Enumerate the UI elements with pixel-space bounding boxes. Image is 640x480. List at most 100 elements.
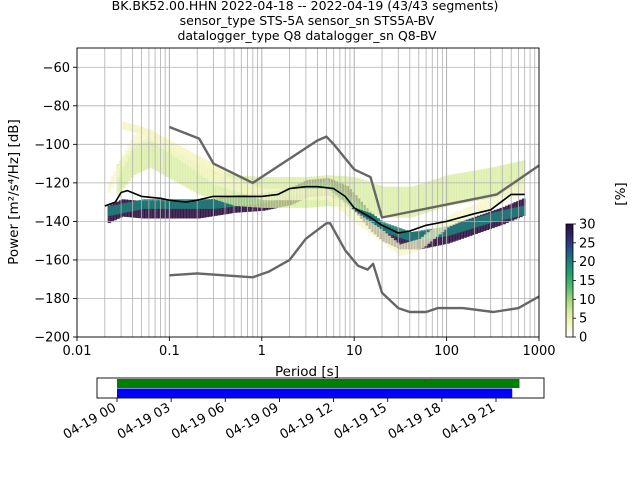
density-cell bbox=[337, 197, 341, 210]
density-cell bbox=[174, 201, 179, 219]
density-cell bbox=[332, 175, 337, 207]
density-cell bbox=[363, 180, 367, 211]
x-tick-label: 100 bbox=[434, 344, 459, 359]
density-cell bbox=[478, 169, 482, 201]
density-cell bbox=[423, 182, 427, 214]
density-cell bbox=[429, 229, 434, 242]
density-cell bbox=[219, 175, 224, 187]
density-cell bbox=[199, 199, 204, 209]
density-cell bbox=[510, 187, 515, 199]
density-cell bbox=[463, 208, 467, 220]
density-cell bbox=[107, 206, 112, 216]
density-cell bbox=[197, 161, 201, 174]
density-cell bbox=[401, 229, 406, 239]
density-cell bbox=[208, 169, 212, 182]
density-cell bbox=[183, 201, 187, 219]
density-cell bbox=[407, 231, 411, 241]
density-cell bbox=[345, 204, 350, 217]
density-cell bbox=[421, 230, 425, 240]
density-cell bbox=[127, 144, 131, 157]
density-cell bbox=[500, 165, 504, 197]
density-cell bbox=[149, 199, 154, 209]
density-cell bbox=[211, 199, 215, 209]
density-cell bbox=[177, 199, 182, 209]
density-cell bbox=[390, 237, 394, 250]
chart-title: BK.BK52.00.HHN 2022-04-18 -- 2022-04-19 … bbox=[112, 0, 499, 43]
density-cell bbox=[467, 171, 471, 203]
noise-model-high bbox=[168, 125, 540, 219]
density-cell bbox=[349, 176, 353, 208]
density-cell bbox=[432, 227, 436, 240]
density-cell bbox=[169, 201, 173, 219]
density-cell bbox=[510, 162, 515, 194]
density-cell bbox=[475, 170, 479, 201]
density-cell bbox=[116, 164, 121, 195]
density-cell bbox=[468, 205, 473, 218]
density-cell bbox=[367, 221, 372, 233]
density-cell bbox=[479, 216, 484, 226]
density-cell bbox=[165, 146, 170, 177]
density-cell bbox=[395, 230, 400, 249]
density-cell bbox=[233, 179, 238, 192]
density-cell bbox=[507, 188, 512, 201]
density-cell bbox=[393, 240, 397, 252]
density-cell bbox=[449, 225, 453, 236]
density-cell bbox=[171, 199, 176, 209]
density-cell bbox=[281, 188, 285, 201]
density-cell bbox=[521, 205, 526, 216]
density-cell bbox=[197, 199, 201, 209]
x-tick-label: 0.1 bbox=[159, 344, 180, 359]
density-cell bbox=[471, 218, 476, 229]
density-cell bbox=[124, 154, 129, 185]
density-cell bbox=[118, 160, 123, 173]
density-cell bbox=[121, 157, 126, 189]
density-cell bbox=[230, 178, 235, 191]
density-cell bbox=[454, 223, 459, 234]
colorbar-tick-label: 20 bbox=[579, 255, 596, 270]
density-cell bbox=[387, 226, 392, 245]
density-cell bbox=[390, 186, 394, 218]
density-cell bbox=[499, 210, 504, 221]
density-cell bbox=[132, 144, 137, 176]
density-cell bbox=[168, 147, 173, 179]
density-cell bbox=[502, 210, 506, 220]
density-cell bbox=[135, 133, 140, 146]
density-cell bbox=[401, 231, 406, 250]
density-cell bbox=[485, 198, 490, 211]
density-cell bbox=[494, 166, 499, 198]
density-cell bbox=[513, 207, 518, 218]
density-cell bbox=[190, 159, 195, 191]
density-cell bbox=[180, 199, 184, 209]
density-cell bbox=[146, 137, 151, 169]
density-cell bbox=[113, 171, 117, 183]
plot-area: 0.01 0.1 1 10 100 1000 −60 −80 −100 −120 −140 −160 −… bbox=[34, 47, 556, 359]
density-cell bbox=[412, 240, 417, 253]
density-cell bbox=[341, 176, 345, 208]
density-cell bbox=[157, 141, 162, 173]
density-cell bbox=[401, 243, 406, 256]
density-cell bbox=[141, 131, 145, 144]
density-cell bbox=[174, 199, 179, 209]
density-cell bbox=[149, 201, 154, 219]
colorbar-tick-label: 10 bbox=[579, 293, 596, 308]
density-cell bbox=[141, 199, 145, 209]
y-tick-label: −60 bbox=[43, 61, 70, 76]
density-cell bbox=[479, 201, 484, 213]
density-cell bbox=[155, 199, 159, 209]
density-cell bbox=[138, 199, 143, 210]
density-cell bbox=[510, 208, 515, 218]
density-cell bbox=[401, 186, 405, 218]
density-cell bbox=[409, 186, 414, 218]
density-cell bbox=[465, 220, 470, 230]
density-cell bbox=[463, 221, 467, 231]
availability-tick-label: 04-19 15 bbox=[332, 400, 390, 442]
density-cell bbox=[464, 172, 468, 203]
density-cell bbox=[188, 199, 193, 209]
density-cell bbox=[185, 199, 190, 209]
density-cell bbox=[456, 173, 460, 205]
density-cell bbox=[418, 230, 422, 241]
density-cell bbox=[292, 188, 296, 201]
density-cell bbox=[365, 209, 369, 220]
